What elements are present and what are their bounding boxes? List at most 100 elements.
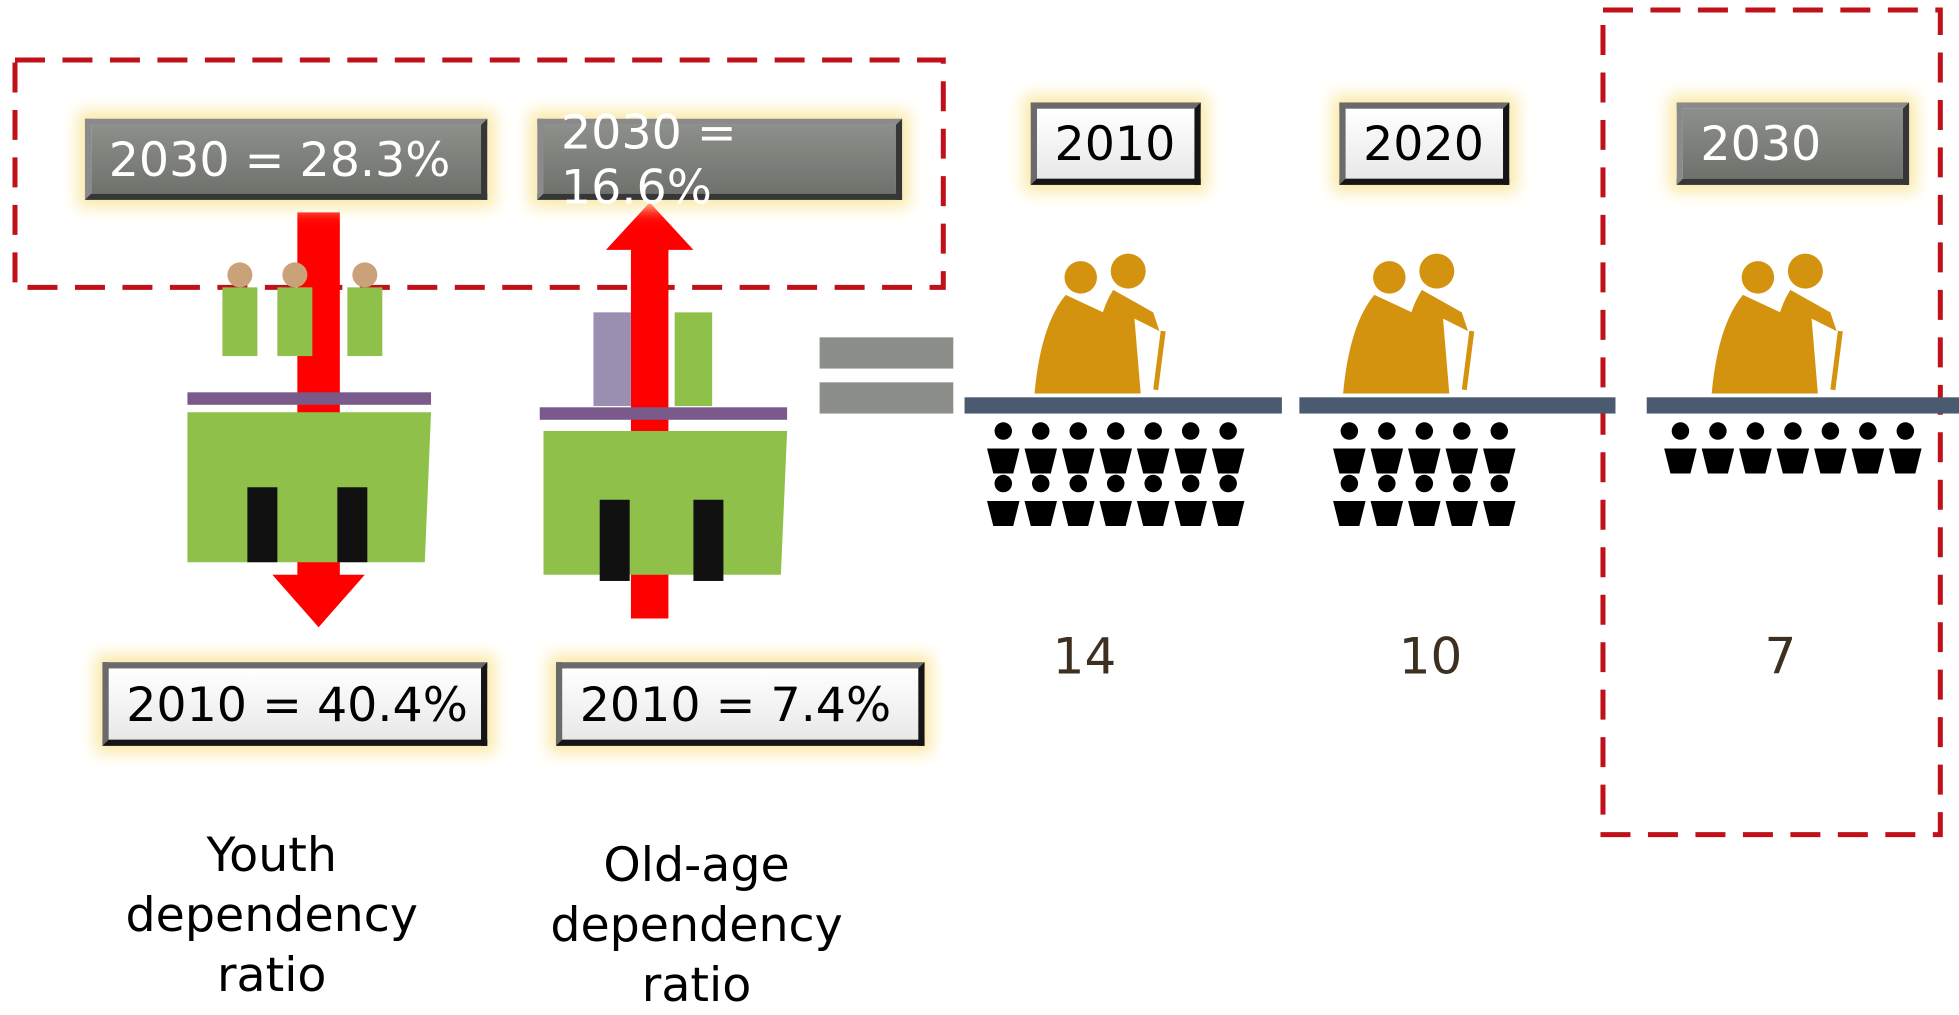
youth-figures: [187, 262, 431, 562]
worker-head: [1182, 422, 1199, 439]
worker-head: [1107, 422, 1124, 439]
worker-head: [1491, 422, 1508, 439]
worker-body: [1408, 449, 1440, 474]
cane: [1464, 331, 1471, 390]
year-box: 2020: [1339, 102, 1509, 184]
worker-head: [1107, 475, 1124, 492]
head: [1742, 261, 1774, 293]
worker-body: [1025, 501, 1057, 526]
worker-head: [1709, 422, 1726, 439]
worker-body: [1025, 449, 1057, 474]
year-box: 2030: [1677, 102, 1909, 184]
worker-body: [987, 449, 1019, 474]
worker-head: [1341, 422, 1358, 439]
worker-head: [1491, 475, 1508, 492]
worker-head: [1144, 422, 1161, 439]
worker-head: [1182, 475, 1199, 492]
worker-head: [1784, 422, 1801, 439]
worker-head: [995, 422, 1012, 439]
worker-head: [1747, 422, 1764, 439]
head: [1111, 254, 1146, 289]
head: [1064, 261, 1096, 293]
head: [1788, 254, 1823, 289]
worker-body: [1333, 449, 1365, 474]
workers: [987, 422, 1244, 526]
worker-head: [1416, 475, 1433, 492]
body: [1096, 290, 1160, 394]
worker-head: [1069, 422, 1086, 439]
worker-body: [1814, 449, 1846, 474]
worker-head: [1069, 475, 1086, 492]
worker-body: [1446, 449, 1478, 474]
support-bar: [965, 397, 1282, 413]
worker-head: [1416, 422, 1433, 439]
worker-body: [1446, 501, 1478, 526]
equals-bar: [820, 337, 954, 368]
old-age-2030-box: 2030 = 16.6%: [537, 119, 902, 200]
elderly-icon: [1712, 254, 1837, 394]
elderly-icon: [1343, 254, 1468, 394]
worker-body: [1852, 449, 1884, 474]
worker-body: [1062, 449, 1094, 474]
equals-bar: [820, 382, 954, 413]
support-ratio: 7: [1718, 628, 1843, 685]
worker-body: [1137, 449, 1169, 474]
worker-body: [1174, 501, 1206, 526]
body: [1712, 295, 1781, 394]
worker-body: [1212, 501, 1244, 526]
worker-head: [1219, 422, 1236, 439]
elderly-icon: [1035, 254, 1160, 394]
support-bar: [1647, 397, 1959, 413]
body: [1035, 295, 1104, 394]
worker-body: [1483, 501, 1515, 526]
head: [1419, 254, 1454, 289]
cane: [1156, 331, 1163, 390]
worker-body: [987, 501, 1019, 526]
worker-head: [1378, 422, 1395, 439]
body: [1343, 295, 1412, 394]
workers: [1664, 422, 1921, 473]
worker-head: [1453, 422, 1470, 439]
worker-head: [1144, 475, 1161, 492]
worker-head: [995, 475, 1012, 492]
old-age-2010-box: 2010 = 7.4%: [556, 662, 925, 746]
support-bar: [1299, 397, 1615, 413]
youth-2030-box: 2030 = 28.3%: [85, 119, 487, 200]
youth-label: Youth dependency ratio: [112, 825, 431, 1005]
worker-head: [1822, 422, 1839, 439]
worker-body: [1889, 449, 1921, 474]
workers: [1333, 422, 1515, 526]
worker-body: [1664, 449, 1696, 474]
page: 2030 = 28.3% 2030 = 16.6% 2010 = 40.4% 2…: [0, 0, 1959, 1012]
body: [1773, 290, 1837, 394]
worker-body: [1099, 501, 1131, 526]
worker-head: [1453, 475, 1470, 492]
worker-head: [1897, 422, 1914, 439]
head: [1373, 261, 1405, 293]
worker-head: [1672, 422, 1689, 439]
cane: [1833, 331, 1840, 390]
worker-body: [1483, 449, 1515, 474]
old-age-label: Old-age dependency ratio: [537, 835, 856, 1015]
worker-head: [1032, 422, 1049, 439]
worker-body: [1137, 501, 1169, 526]
support-ratio: 14: [1022, 628, 1147, 685]
worker-head: [1378, 475, 1395, 492]
worker-body: [1739, 449, 1771, 474]
worker-body: [1702, 449, 1734, 474]
worker-head: [1032, 475, 1049, 492]
worker-body: [1099, 449, 1131, 474]
worker-head: [1219, 475, 1236, 492]
body: [1404, 290, 1468, 394]
infographic: 2030 = 28.3% 2030 = 16.6% 2010 = 40.4% 2…: [0, 0, 1959, 1012]
worker-body: [1174, 449, 1206, 474]
youth-2010-box: 2010 = 40.4%: [102, 662, 487, 746]
worker-body: [1062, 501, 1094, 526]
support-ratio: 10: [1368, 628, 1493, 685]
worker-body: [1371, 449, 1403, 474]
worker-body: [1212, 449, 1244, 474]
worker-head: [1341, 475, 1358, 492]
worker-head: [1859, 422, 1876, 439]
worker-body: [1333, 501, 1365, 526]
year-box: 2010: [1031, 102, 1201, 184]
